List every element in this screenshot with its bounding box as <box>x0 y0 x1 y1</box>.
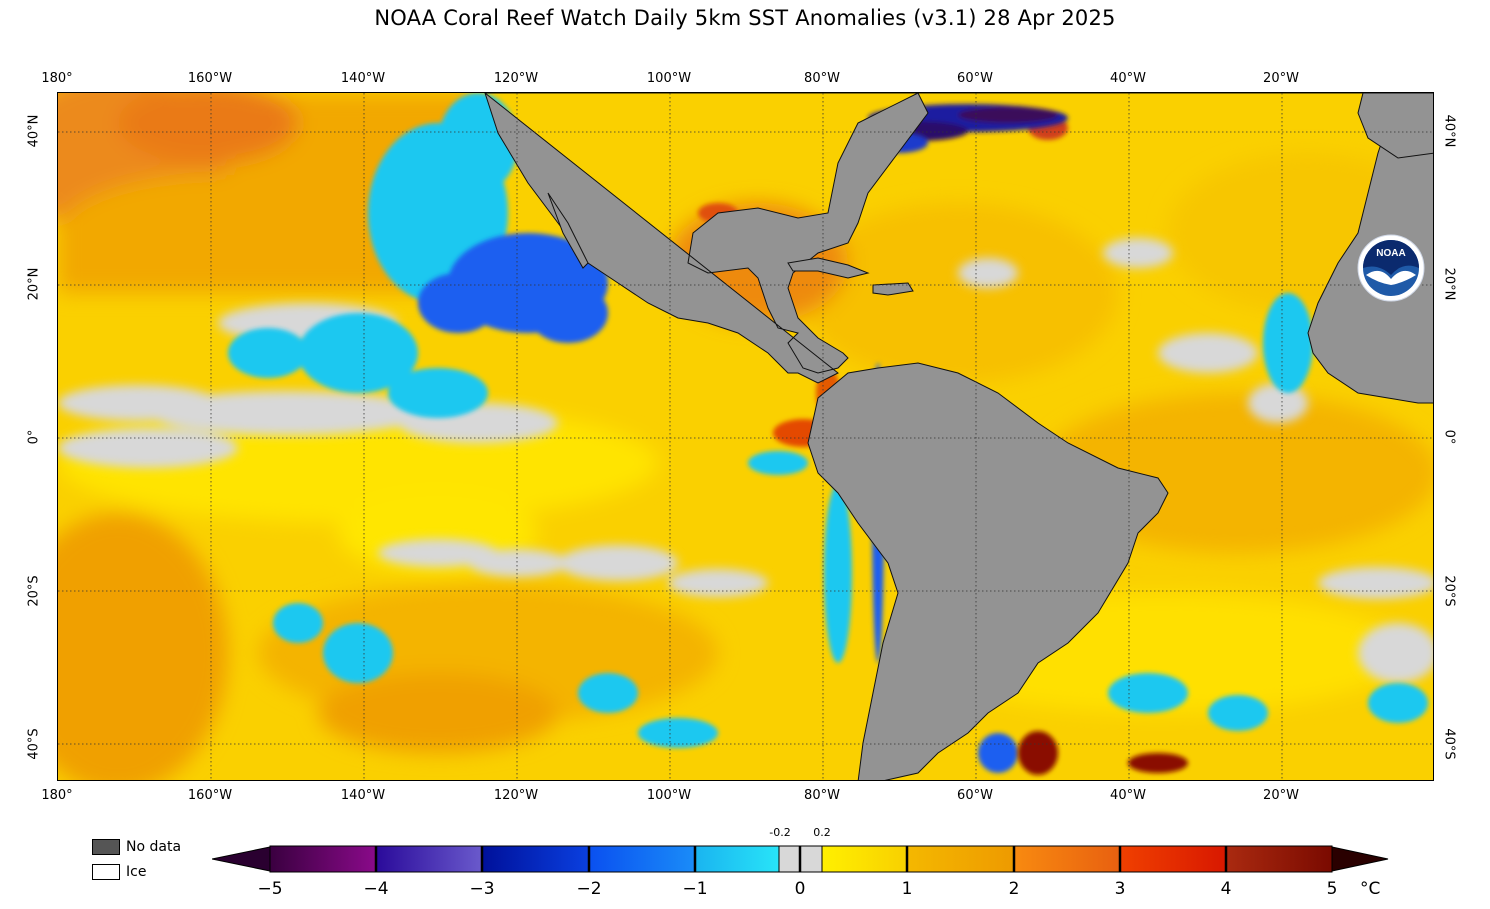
colorbar-label: 3 <box>1114 879 1126 899</box>
colorbar-label: −4 <box>363 879 389 899</box>
colorbar-label: 4 <box>1220 879 1232 899</box>
colorbar-label: −1 <box>682 879 708 899</box>
cuba <box>787 257 870 279</box>
lat-tick-right: 20°N <box>1441 267 1457 301</box>
sst-anomaly-map: NOAA <box>57 92 1434 781</box>
south-america <box>807 362 1169 780</box>
no-data-label: No data <box>126 839 182 855</box>
lon-tick-top: 20°W <box>1263 71 1299 86</box>
lon-tick-bottom: 80°W <box>804 788 840 803</box>
colorbar-arrow-high <box>1331 846 1389 872</box>
baja-california <box>547 192 589 269</box>
map-canvas: NOAA <box>58 93 1433 780</box>
lat-tick-left: 20°S <box>26 575 42 607</box>
lon-tick-bottom: 140°W <box>340 788 386 803</box>
lon-tick-bottom: 180° <box>41 788 73 803</box>
lon-tick-bottom: 40°W <box>1110 788 1146 803</box>
colorbar-label: 2 <box>1008 879 1020 899</box>
colorbar-label: 0 <box>794 879 806 899</box>
colorbar <box>212 845 1389 873</box>
ice-label: Ice <box>126 864 147 880</box>
lat-tick-left: 40°S <box>26 728 42 760</box>
lat-tick-left: 20°N <box>26 267 42 301</box>
lon-tick-bottom: 160°W <box>187 788 233 803</box>
iberia <box>1357 93 1433 159</box>
colorbar-arrow-low <box>212 846 271 872</box>
hispaniola <box>872 282 914 296</box>
lon-tick-top: 180° <box>41 71 73 86</box>
neutral-patches <box>58 238 1433 683</box>
lon-tick-bottom: 20°W <box>1263 788 1299 803</box>
lat-tick-left: 40°N <box>26 114 42 148</box>
map-title: NOAA Coral Reef Watch Daily 5km SST Anom… <box>374 6 1116 30</box>
graticule <box>58 93 1433 780</box>
lat-tick-left: 0° <box>26 429 42 445</box>
lon-tick-top: 80°W <box>804 71 840 86</box>
north-america <box>484 93 1433 384</box>
colorbar-tick-lines <box>374 846 1228 872</box>
colorbar-label: 1 <box>901 879 913 899</box>
colorbar-label: −3 <box>469 879 495 899</box>
lon-tick-bottom: 60°W <box>957 788 993 803</box>
logo-text: NOAA <box>1376 248 1405 259</box>
lon-tick-top: 100°W <box>646 71 692 86</box>
lat-tick-right: 0° <box>1441 429 1457 445</box>
lon-tick-top: 120°W <box>493 71 539 86</box>
lat-tick-right: 20°S <box>1441 575 1457 607</box>
lat-tick-right: 40°S <box>1441 728 1457 760</box>
no-data-swatch <box>92 839 120 855</box>
colorbar-small-label: 0.2 <box>813 826 831 839</box>
lon-tick-top: 40°W <box>1110 71 1146 86</box>
lon-tick-top: 160°W <box>187 71 233 86</box>
colorbar-small-label: -0.2 <box>769 826 791 839</box>
colorbar-unit: °C <box>1360 879 1381 899</box>
lon-tick-top: 60°W <box>957 71 993 86</box>
lon-tick-bottom: 100°W <box>646 788 692 803</box>
colorbar-label: −2 <box>576 879 602 899</box>
colorbar-label: −5 <box>257 879 283 899</box>
lon-tick-bottom: 120°W <box>493 788 539 803</box>
lon-tick-top: 140°W <box>340 71 386 86</box>
lat-tick-right: 40°N <box>1441 114 1457 148</box>
noaa-logo: NOAA <box>1357 234 1425 302</box>
colorbar-label: 5 <box>1326 879 1338 899</box>
ice-swatch <box>92 864 120 880</box>
